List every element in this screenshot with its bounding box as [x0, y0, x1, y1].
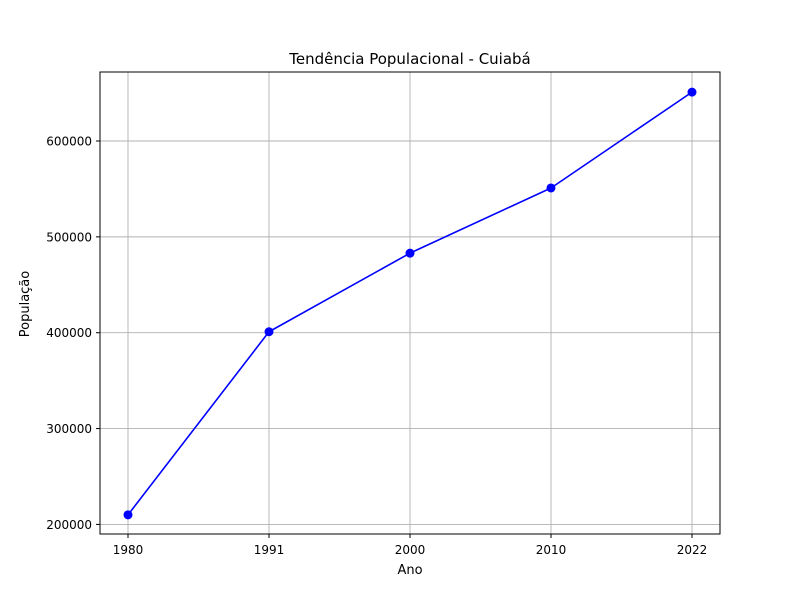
y-tick-label: 600000: [46, 135, 92, 149]
y-tick-label: 300000: [46, 422, 92, 436]
data-point-marker: [264, 327, 274, 337]
data-point-marker: [123, 510, 133, 520]
y-axis-label: População: [18, 271, 33, 338]
x-axis-label: Ano: [397, 563, 422, 578]
chart-title: Tendência Populacional - Cuiabá: [288, 50, 531, 68]
data-point-marker: [687, 87, 697, 97]
y-axis: 200000 300000 400000 500000 600000: [46, 135, 100, 532]
y-tick-label: 400000: [46, 326, 92, 340]
series-layer: [123, 87, 697, 520]
x-tick-label: 2010: [536, 543, 567, 557]
y-tick-label: 200000: [46, 518, 92, 532]
data-point-marker: [405, 248, 415, 258]
x-tick-label: 2022: [677, 543, 708, 557]
grid-layer: [100, 72, 720, 534]
x-tick-label: 2000: [395, 543, 426, 557]
y-tick-label: 500000: [46, 230, 92, 244]
x-axis: 1980 1991 2000 2010 2022: [113, 534, 708, 557]
x-tick-label: 1980: [113, 543, 144, 557]
x-tick-label: 1991: [254, 543, 285, 557]
data-point-marker: [546, 183, 556, 193]
